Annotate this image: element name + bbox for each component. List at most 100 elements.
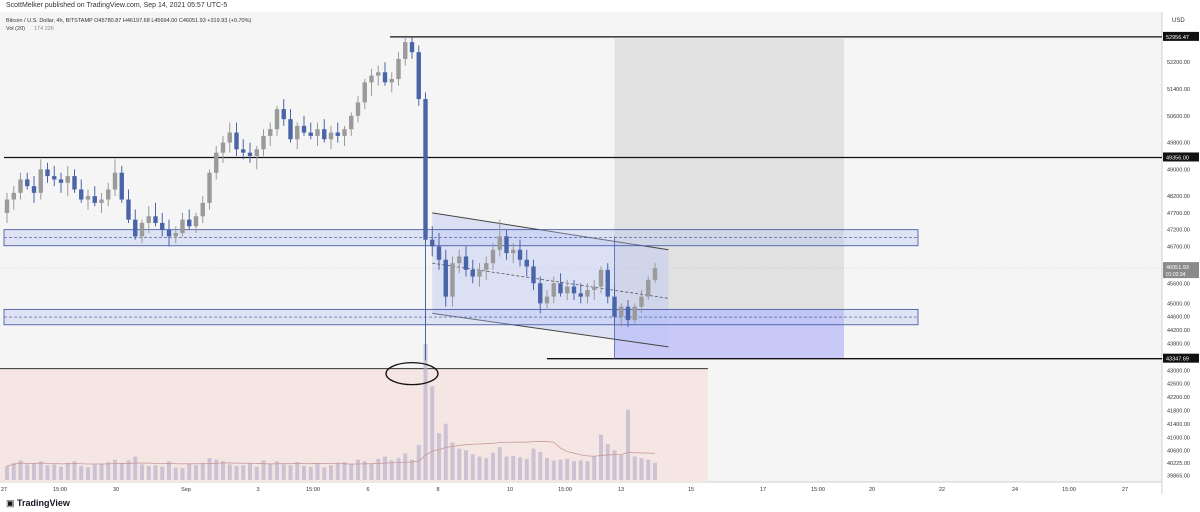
volume-bar: [261, 460, 266, 480]
candle-body: [193, 216, 199, 227]
price-chart[interactable]: 52200.00 51400.00 50600.00 49800.00 49000.00…: [0, 12, 1200, 494]
volume-bar: [106, 462, 111, 480]
y-tick-label: 47700.00: [1167, 211, 1190, 217]
volume-bar: [356, 459, 360, 480]
y-tick-label: 48200.00: [1167, 194, 1190, 200]
candle-body: [126, 199, 131, 220]
candle-body: [443, 259, 448, 297]
stop-zone: [614, 310, 844, 359]
volume-bar: [167, 461, 171, 480]
volume-bar: [605, 444, 610, 480]
volume-bar: [38, 461, 43, 480]
candle-body: [261, 135, 266, 150]
x-tick-label: 15: [688, 487, 694, 493]
price-badge-label: 43347.69: [1166, 357, 1189, 363]
volume-bar: [52, 464, 57, 480]
x-tick-label: 10: [507, 487, 513, 493]
volume-bar: [5, 465, 9, 480]
candle-body: [639, 296, 644, 307]
candle-body: [490, 249, 496, 264]
candle-body: [106, 189, 111, 200]
candle-body: [281, 109, 286, 120]
volume-bar: [194, 465, 198, 480]
candle-body: [531, 266, 536, 284]
volume-bar: [180, 468, 185, 480]
candle-body: [241, 149, 246, 153]
volume-bar: [457, 448, 462, 480]
candle-body: [52, 176, 57, 180]
tradingview-logo[interactable]: ▣ TradingView: [6, 498, 70, 509]
volume-bar: [572, 461, 576, 480]
y-tick-label: 44600.00: [1167, 315, 1190, 321]
candle-body: [146, 216, 151, 223]
candle-body: [92, 196, 97, 203]
currency-label: USD: [1172, 18, 1185, 24]
volume-bar: [45, 465, 50, 480]
candle-body: [585, 289, 590, 297]
volume-bar: [207, 458, 212, 480]
candle-body: [342, 129, 347, 136]
y-tick-label: 39865.00: [1167, 473, 1190, 479]
candle-body: [349, 115, 354, 130]
candle-body: [268, 129, 273, 136]
x-tick-label: 15:00: [1062, 487, 1076, 493]
target-zone: [614, 38, 844, 311]
y-tick-label: 44200.00: [1167, 328, 1190, 334]
candle-body: [477, 269, 482, 277]
x-tick-label: 27: [1, 487, 7, 493]
x-tick-label: 15:00: [811, 487, 825, 493]
last-price-label: 46051.93: [1166, 265, 1189, 271]
candle-body: [470, 269, 475, 277]
y-tick-label: 42200.00: [1167, 395, 1190, 401]
volume-bar: [119, 462, 124, 480]
candle-body: [180, 219, 185, 234]
channel-lower-line: [432, 312, 669, 348]
footer: ▣ TradingView: [0, 494, 1200, 512]
price-badge: [1163, 31, 1199, 41]
candle-body: [632, 306, 637, 321]
candle-body: [565, 286, 570, 294]
y-tick-label: 43000.00: [1167, 368, 1190, 374]
candle-body: [376, 72, 381, 76]
volume-bar: [653, 462, 657, 480]
candle-body: [234, 132, 239, 150]
x-tick-label: 15:00: [306, 487, 320, 493]
candle-body: [551, 283, 556, 297]
candle-body: [274, 109, 280, 130]
x-tick-label: 22: [939, 487, 945, 493]
x-tick-label: 3: [256, 487, 259, 493]
volume-bar: [32, 463, 36, 480]
candle-body: [112, 172, 118, 190]
volume-bar: [626, 409, 630, 480]
volume-bar: [531, 448, 536, 480]
candle-body: [18, 179, 23, 193]
volume-bar: [268, 463, 273, 480]
volume-bar: [187, 463, 192, 480]
x-tick-label: 20: [869, 487, 875, 493]
candle-body: [254, 149, 259, 156]
candle-body: [58, 179, 64, 183]
candle-body: [173, 233, 178, 237]
volume-bar: [383, 456, 387, 480]
volume-bar: [335, 462, 340, 480]
volume-bar: [565, 458, 570, 480]
volume-bar: [11, 462, 16, 480]
x-tick-label: 13: [618, 487, 624, 493]
price-badge-label: 52956.47: [1166, 35, 1189, 41]
legend-vol-values: 174 226: [34, 26, 54, 32]
wick-highlight-circle: [385, 361, 439, 386]
volume-bar: [99, 463, 104, 480]
volume-bar: [545, 458, 549, 480]
candle-body: [65, 176, 70, 183]
volume-bar: [558, 459, 563, 480]
candle-body: [396, 58, 401, 79]
candle-body: [625, 306, 631, 321]
volume-bar: [518, 457, 522, 480]
candle-body: [31, 186, 37, 193]
volume-bar: [504, 456, 509, 480]
candle-body: [463, 256, 469, 270]
candle-body: [355, 102, 361, 116]
candle-body: [652, 268, 658, 280]
x-tick-label: 27: [1122, 487, 1128, 493]
volume-bar: [160, 466, 165, 480]
